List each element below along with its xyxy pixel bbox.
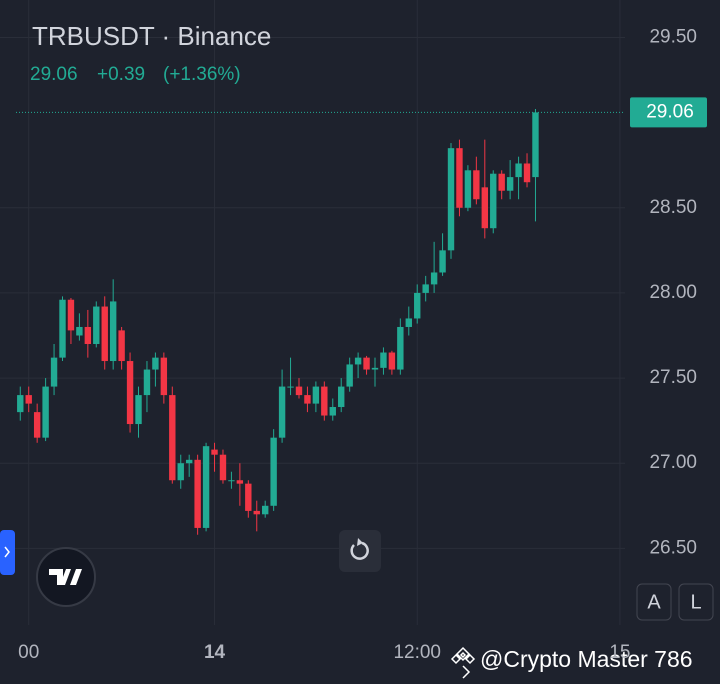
symbol-title: TRBUSDT · Binance [32, 21, 271, 51]
candle-body [185, 459, 193, 464]
x-tick-label: 12:00 [393, 642, 441, 663]
candle-body [464, 170, 472, 208]
candle-body [295, 386, 303, 396]
watermark-icon [450, 646, 476, 679]
price: 29.06 [30, 64, 78, 85]
reset-button[interactable] [339, 530, 381, 572]
candle-body [42, 386, 49, 438]
candle-body [50, 357, 58, 387]
last-price-label: 29.06 [646, 101, 694, 122]
log-label: L [690, 591, 701, 613]
candle-body [160, 357, 168, 396]
candle-body [169, 395, 176, 481]
candle-body [278, 386, 286, 438]
candle-body [253, 510, 260, 515]
candle-body [430, 272, 438, 285]
candle-body [59, 299, 66, 358]
change: +0.39 [97, 64, 145, 85]
candle-body [397, 326, 404, 370]
candle-body [202, 446, 210, 528]
candle-body [371, 367, 379, 370]
candle-body [194, 459, 201, 528]
y-tick-label: 26.50 [649, 537, 697, 558]
candle-body [388, 352, 396, 370]
candle-body [135, 395, 142, 425]
candle-body [33, 412, 41, 438]
candle-body [177, 463, 184, 481]
candle-body [346, 364, 353, 387]
candle-body [515, 163, 522, 178]
candle-body [287, 386, 294, 388]
reset-icon-head [357, 538, 363, 546]
candle-body [354, 357, 362, 365]
x-tick-label: 00 [18, 642, 39, 663]
candle-body [118, 330, 125, 362]
candle-body [447, 148, 455, 251]
candle-body [490, 173, 497, 229]
candle-body [143, 369, 151, 396]
candle-body [363, 357, 370, 370]
candle-body [422, 284, 429, 293]
candle-body [473, 170, 480, 200]
candle-body [211, 449, 218, 455]
candle-body [76, 326, 83, 336]
side-tab-arrow [4, 546, 10, 558]
reset-icon [350, 541, 369, 560]
candle-body [304, 395, 311, 404]
candle-body [439, 250, 446, 273]
y-tick-label: 29.50 [649, 26, 697, 47]
tv-logo-mark [49, 569, 82, 585]
candle-body [498, 173, 505, 191]
log-button[interactable] [678, 583, 714, 621]
candle-body [67, 299, 75, 331]
candle-body [17, 395, 24, 413]
auto-label: A [647, 591, 661, 613]
candle-body [456, 148, 463, 208]
y-tick-label: 27.00 [649, 452, 697, 473]
candle-body [101, 306, 108, 362]
candle-body [219, 454, 227, 481]
candle-body [152, 357, 159, 370]
candle-body [109, 301, 117, 362]
candle-body [93, 306, 100, 345]
candle-body [270, 437, 277, 506]
change-pct: (+1.36%) [163, 64, 241, 85]
candle-body [481, 187, 488, 229]
candle-body [523, 163, 531, 183]
candle-body [380, 352, 387, 368]
side-tab[interactable] [0, 530, 15, 575]
candle-body [405, 318, 412, 327]
candle-body [506, 177, 514, 191]
candle-body [414, 292, 421, 319]
y-tick-label: 28.50 [649, 197, 697, 218]
candle-body [329, 407, 336, 416]
candle-body [84, 326, 92, 345]
candle-body [321, 386, 328, 416]
auto-button[interactable] [636, 583, 672, 621]
y-tick-label: 27.50 [649, 367, 697, 388]
candle-body [228, 480, 235, 482]
candle-body [338, 386, 345, 408]
candle-body [236, 480, 244, 484]
x-tick-label: 15 [609, 642, 630, 663]
candle-body [532, 112, 539, 178]
candle-body [25, 395, 32, 404]
candles [17, 108, 539, 535]
y-tick-label: 28.00 [649, 282, 697, 303]
last-price-box [630, 97, 707, 128]
candle-body [126, 361, 134, 425]
candle-body [262, 505, 269, 515]
x-tick-label: 14 [204, 642, 226, 663]
candle-body [312, 386, 320, 404]
candle-body [245, 483, 252, 511]
watermark: @Crypto Master 786 [480, 646, 693, 672]
